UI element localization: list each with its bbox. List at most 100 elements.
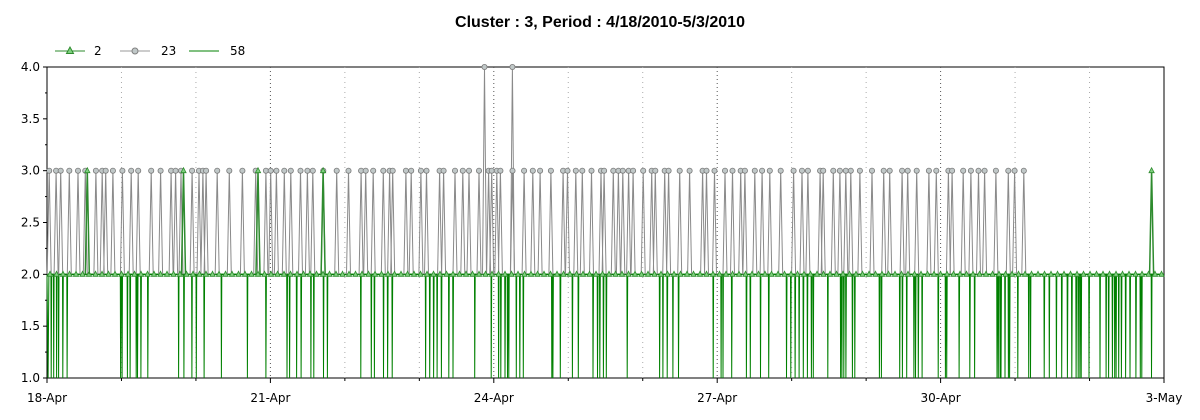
series-23-point [981,167,988,174]
series-2-point [930,270,938,277]
series-23-point [960,167,967,174]
series-23-point [370,167,377,174]
series-2-point [1008,270,1016,277]
series-23-point [389,167,396,174]
series-2-point [670,270,678,277]
series-2-point [729,270,736,277]
series-2-point [326,270,333,277]
series-23-point [676,167,683,174]
series-23-point [281,167,288,174]
y-tick-label: 4.0 [21,60,40,74]
series-23-point [273,167,280,174]
series-23-point [46,167,53,174]
series-2-point [150,270,158,277]
series-2-point [53,270,60,277]
series-2-point [313,270,320,277]
plot-area: 18-Apr 21-Apr 24-Apr 27-Apr 30-Apr 3-May 1.01… [21,60,1182,405]
series-23-point [729,167,736,174]
series-23-point [148,167,155,174]
series-2-point [1112,270,1120,277]
y-tick-label: 1.5 [21,319,40,333]
series-23-point [766,167,773,174]
series-23-point [459,167,466,174]
series-23-point [488,167,495,174]
series-23-point [869,167,876,174]
series-2-point [1106,270,1113,277]
series-23-point [588,167,595,174]
series-2-point [690,270,697,277]
series-23-point [109,167,116,174]
series-2-point [163,270,171,277]
series-2-peak [254,166,262,174]
series-2-point [950,270,957,277]
series-23-point [440,167,447,174]
legend-item-series-1: 23 [120,44,176,58]
y-tick-label: 3.0 [21,164,40,178]
series-2-point [1002,270,1009,277]
series-2-point [527,270,535,277]
series-2-point [761,270,769,277]
series-2-point [46,270,54,277]
series-2-point [92,270,99,277]
series-2-point [625,270,632,277]
series-2-point [911,270,918,277]
series-2-point [1054,270,1061,277]
legend-label-series-2: 58 [230,44,245,58]
series-2-point [462,270,470,277]
series-2-point [131,270,138,277]
series-2-point [501,270,509,277]
series-2-point [1125,270,1133,277]
series-23-point [451,167,458,174]
series-2-point [137,270,145,277]
series-2-point [59,270,67,277]
series-2-point [891,270,899,277]
series-2-point [852,270,860,277]
series-2-point [592,270,600,277]
series-2-point [826,270,834,277]
series-2-point [599,270,606,277]
series-2-point [982,270,990,277]
series-2-point [937,270,944,277]
series-23-point [423,167,430,174]
series-23-point [722,167,729,174]
series-2-point [124,270,132,277]
series-23-point [741,167,748,174]
series-2-point [410,270,418,277]
series-2-point [859,270,866,277]
series-23-point [509,167,516,174]
series-2-point [449,270,457,277]
series-23-point [509,64,516,71]
series-2-point [1021,270,1029,277]
series-23-point [1020,167,1027,174]
series-2-peak [84,166,91,174]
series-2-point [618,270,626,277]
series-2-point [339,270,346,277]
series-2-point [995,270,1003,277]
chart-title: Cluster : 3, Period : 4/18/2010-5/3/2010 [455,14,745,31]
series-2 [46,166,1165,277]
series-2-point [683,270,691,277]
series-23-point [842,167,849,174]
series-2-point [976,270,983,277]
series-23-point [189,167,196,174]
series-2-point [215,270,223,277]
series-23-point [333,167,340,174]
series-2-point [1028,270,1035,277]
series-2-point [605,270,613,277]
series-23-point [267,167,274,174]
series-23-point [899,167,906,174]
series-2-point [430,270,437,277]
series-23-point [309,167,316,174]
series-23-point [759,167,766,174]
series-23-point [572,167,579,174]
series-2-point [293,270,301,277]
series-23-point [362,167,369,174]
series-2-point [111,270,119,277]
series-2-point [1158,270,1165,277]
series-2-point [209,270,216,277]
series-2-peak [319,166,327,174]
series-23-point [711,167,718,174]
series-2-point [280,270,288,277]
series-2-point [794,270,801,277]
